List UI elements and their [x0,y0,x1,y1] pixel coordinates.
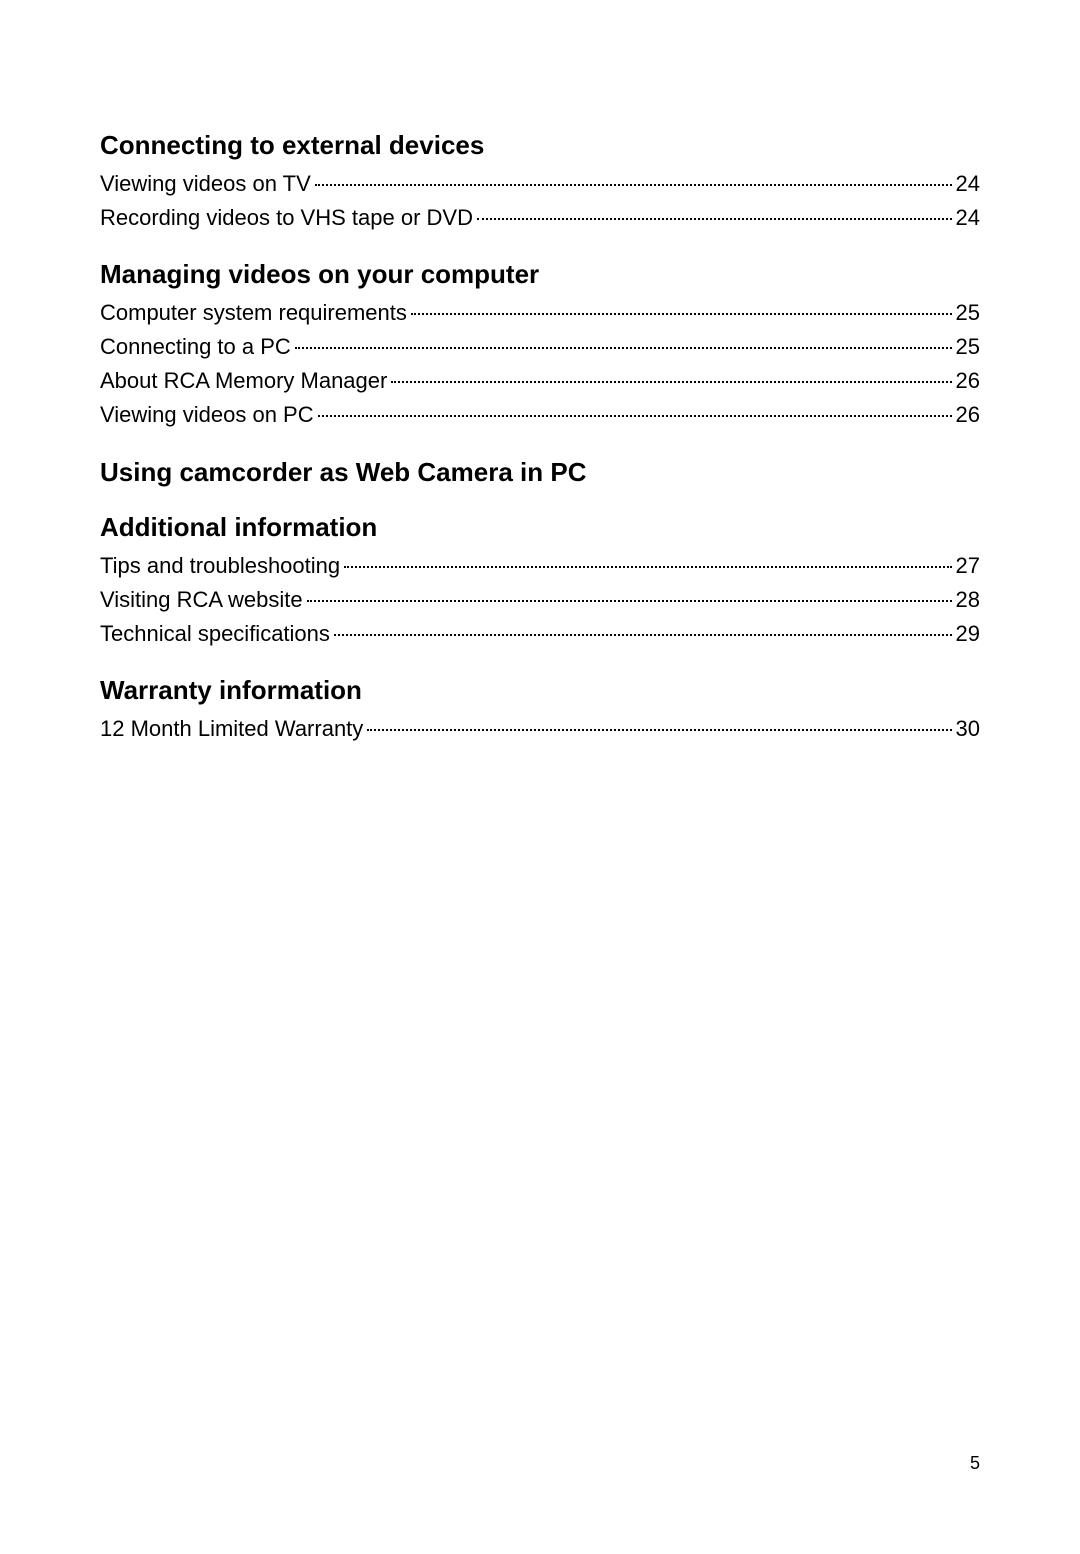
toc-dots [391,381,951,383]
toc-entry-page: 27 [956,549,980,583]
toc-entry: Visiting RCA website 28 [100,583,980,617]
toc-dots [367,729,951,731]
toc-entry-page: 25 [956,296,980,330]
toc-dots [344,566,951,568]
page-number: 5 [970,1453,980,1474]
toc-entry-label: 12 Month Limited Warranty [100,712,363,746]
section-title: Using camcorder as Web Camera in PC [100,457,980,488]
toc-entry-label: Viewing videos on TV [100,167,311,201]
section-title: Connecting to external devices [100,130,980,161]
toc-entry: Tips and troubleshooting 27 [100,549,980,583]
toc-entry-page: 28 [956,583,980,617]
toc-entry-label: Viewing videos on PC [100,398,314,432]
toc-entry-page: 26 [956,364,980,398]
toc-entry: About RCA Memory Manager 26 [100,364,980,398]
toc-entry-label: Connecting to a PC [100,330,291,364]
toc-dots [315,184,952,186]
section-title: Additional information [100,512,980,543]
toc-entry-label: Recording videos to VHS tape or DVD [100,201,473,235]
toc-entry-page: 30 [956,712,980,746]
toc-entry-page: 26 [956,398,980,432]
toc-dots [411,313,952,315]
toc-page: Connecting to external devices Viewing v… [0,0,1080,746]
toc-dots [318,415,952,417]
toc-dots [334,634,952,636]
toc-entry-label: Technical specifications [100,617,330,651]
toc-dots [307,600,952,602]
toc-entry-label: Tips and troubleshooting [100,549,340,583]
toc-entry-label: About RCA Memory Manager [100,364,387,398]
toc-entry: Computer system requirements 25 [100,296,980,330]
toc-dots [477,218,952,220]
toc-entry-page: 24 [956,201,980,235]
toc-entry-page: 29 [956,617,980,651]
toc-entry: Viewing videos on TV 24 [100,167,980,201]
toc-dots [295,347,952,349]
toc-entry-label: Visiting RCA website [100,583,303,617]
toc-entry-label: Computer system requirements [100,296,407,330]
toc-entry-page: 24 [956,167,980,201]
toc-entry-page: 25 [956,330,980,364]
toc-entry: Technical specifications 29 [100,617,980,651]
toc-entry: Recording videos to VHS tape or DVD 24 [100,201,980,235]
toc-entry: 12 Month Limited Warranty 30 [100,712,980,746]
section-title: Warranty information [100,675,980,706]
section-title: Managing videos on your computer [100,259,980,290]
toc-entry: Connecting to a PC 25 [100,330,980,364]
toc-entry: Viewing videos on PC 26 [100,398,980,432]
